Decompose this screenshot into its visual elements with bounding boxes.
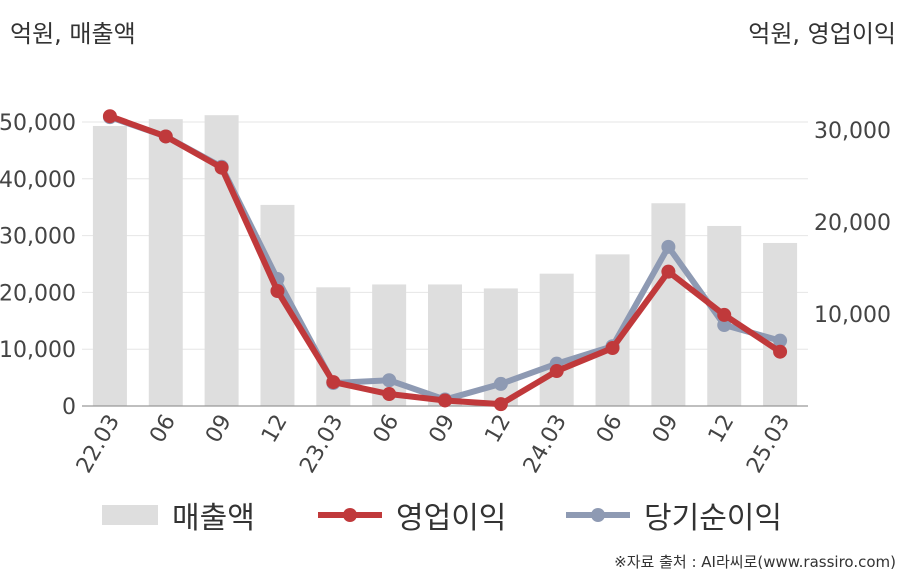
operating-profit-point <box>270 284 285 298</box>
x-tick-label: 12 <box>257 411 293 448</box>
net-income-point <box>661 239 676 254</box>
operating-profit-point <box>382 387 397 402</box>
legend-swatch-net-income-dot <box>591 508 605 522</box>
x-tick-label: 12 <box>480 411 516 448</box>
right-tick-label: 30,000 <box>814 119 891 144</box>
operating-profit-point <box>661 264 676 279</box>
legend-label-net-income: 당기순이익 <box>644 501 782 536</box>
net-income-point <box>382 373 397 388</box>
operating-profit-point <box>493 397 508 412</box>
legend-item-revenue[interactable]: 매출액 <box>102 490 255 540</box>
operating-profit-point <box>549 364 564 379</box>
left-tick-label: 50,000 <box>0 111 76 136</box>
right-tick-label: 20,000 <box>814 211 891 236</box>
source-note: ※자료 출처 : AI라씨로(www.rassiro.com) <box>614 553 896 571</box>
operating-profit-point <box>717 307 732 322</box>
legend-label-revenue: 매출액 <box>172 501 255 536</box>
x-tick-label: 06 <box>592 411 628 448</box>
legend: 매출액 영업이익 당기순이익 <box>0 490 908 540</box>
revenue-bar <box>763 242 798 406</box>
net-income-point <box>773 333 788 348</box>
operating-profit-point <box>773 344 788 359</box>
legend-swatch-net-income <box>566 508 630 522</box>
operating-profit-point <box>158 129 173 144</box>
combo-chart: 0 10,000 20,000 30,000 40,000 50,000 10,000 20,… <box>0 109 891 478</box>
revenue-bar <box>539 273 574 406</box>
right-axis-unit: 억원, 영업이익 <box>748 20 896 48</box>
x-tick-label: 09 <box>425 411 461 448</box>
legend-swatch-revenue <box>102 505 158 525</box>
left-tick-label: 40,000 <box>0 168 76 193</box>
x-tick-label: 06 <box>369 411 405 448</box>
revenue-bar <box>428 284 462 406</box>
x-tick-label: 06 <box>145 411 181 448</box>
revenue-bar <box>651 203 686 406</box>
legend-swatch-revenue-rect <box>102 505 158 525</box>
left-tick-label: 30,000 <box>0 225 76 250</box>
revenue-bar <box>92 125 127 406</box>
legend-label-operating-profit: 영업이익 <box>396 501 507 536</box>
x-tick-label: 09 <box>648 411 684 448</box>
x-tick-label: 23.03 <box>295 411 348 478</box>
left-tick-label: 0 <box>62 395 76 420</box>
operating-profit-point <box>605 341 620 356</box>
right-tick-label: 10,000 <box>814 303 891 328</box>
x-tick-label: 24.03 <box>519 411 572 478</box>
operating-profit-point <box>214 160 229 175</box>
legend-item-operating-profit[interactable]: 영업이익 <box>318 490 506 540</box>
operating-profit-point <box>102 109 117 124</box>
x-tick-label: 25.03 <box>742 411 795 478</box>
operating-profit-point <box>326 375 341 390</box>
legend-swatch-operating-profit-dot <box>343 508 357 522</box>
left-tick-label: 20,000 <box>0 281 76 306</box>
net-income-point <box>717 318 732 333</box>
x-tick-label: 12 <box>704 411 740 448</box>
x-tick-label: 22.03 <box>72 411 125 478</box>
operating-profit-point <box>438 393 452 408</box>
net-income-point <box>493 376 508 391</box>
x-tick-label: 09 <box>201 411 237 448</box>
legend-swatch-operating-profit <box>318 508 382 522</box>
left-axis-unit: 억원, 매출액 <box>10 20 136 48</box>
revenue-bar <box>148 119 183 406</box>
legend-item-net-income[interactable]: 당기순이익 <box>566 490 782 540</box>
left-tick-label: 10,000 <box>0 338 76 363</box>
